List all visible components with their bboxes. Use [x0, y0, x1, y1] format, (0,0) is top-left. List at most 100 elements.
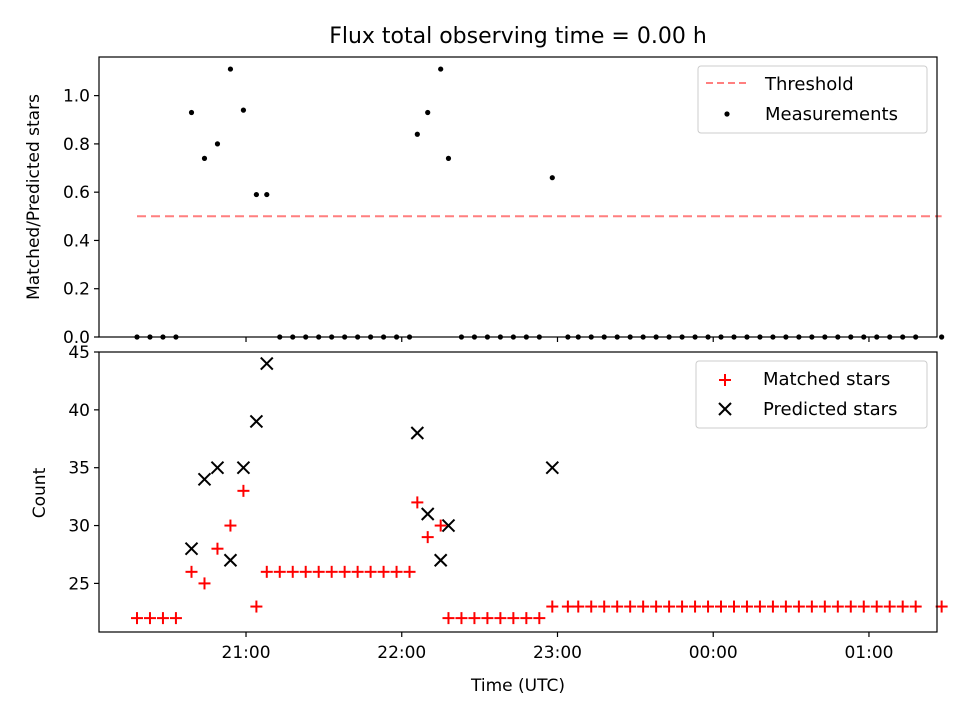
measurements-legend-marker — [724, 111, 730, 117]
matched-star-point — [224, 519, 237, 532]
top-y-tick-label: 0.0 — [63, 328, 90, 348]
threshold-legend-label: Threshold — [764, 74, 854, 95]
matched-star-point — [702, 600, 715, 613]
matched-star-point — [572, 600, 585, 613]
matched-star-point — [844, 600, 857, 613]
matched-legend-label: Matched stars — [763, 369, 890, 390]
matched-star-point — [455, 612, 468, 625]
predicted-legend-marker — [718, 402, 732, 416]
predicted-x-b — [260, 356, 274, 371]
matched-star-point — [494, 612, 507, 625]
matched-star-point — [611, 600, 624, 613]
measurement-point — [227, 66, 234, 72]
matched-star-point — [650, 600, 663, 613]
measurement-point — [414, 131, 420, 137]
matched-star-point — [338, 565, 351, 578]
matched-star-point — [312, 565, 325, 578]
measurement-point — [253, 191, 259, 198]
matched-star-point — [818, 600, 831, 613]
matched-star-point — [715, 600, 728, 613]
predicted-x-b — [421, 507, 435, 521]
bottom-axes-frame — [98, 351, 938, 633]
matched-star-point — [421, 531, 434, 544]
measurement-point — [240, 107, 247, 113]
bottom-y-axis-label: Count — [30, 467, 50, 518]
predicted-x-b — [210, 460, 225, 475]
matched-star-point — [689, 600, 702, 613]
matched-legend-marker — [719, 374, 731, 386]
matched-star-point — [481, 612, 494, 625]
matched-star-point — [792, 600, 805, 613]
matched-star-point — [198, 577, 211, 590]
matched-star-point — [766, 600, 779, 613]
measurement-point — [188, 109, 195, 116]
top-y-tick-label: 1.0 — [63, 87, 90, 107]
predicted-x-b — [410, 426, 425, 440]
matched-star-point — [520, 612, 533, 625]
predicted-star-point — [545, 460, 560, 475]
predicted-star-point — [236, 460, 251, 475]
predicted-x-b — [236, 460, 251, 475]
measurement-point — [425, 109, 431, 116]
matched-star-point — [237, 484, 250, 497]
matched-star-point — [585, 600, 598, 613]
measurement-point — [264, 191, 270, 198]
predicted-x-b — [184, 541, 199, 556]
matched-star-point — [411, 496, 424, 509]
matched-star-point — [442, 612, 455, 625]
bottom-y-tick-label: 25 — [68, 574, 90, 594]
matched-star-point — [831, 600, 844, 613]
matched-star-point — [351, 565, 364, 578]
top-legend-box — [697, 65, 928, 134]
measurement-point — [214, 141, 221, 147]
matched-star-point — [805, 600, 818, 613]
matched-star-point — [434, 519, 447, 532]
matched-star-point — [624, 600, 637, 613]
matched-star-point — [870, 600, 883, 613]
matched-star-point — [533, 612, 546, 625]
matched-star-point — [507, 612, 520, 625]
matched-star-point — [325, 565, 338, 578]
top-axes-frame — [98, 56, 938, 338]
matched-star-point — [273, 565, 286, 578]
bottom-legend: Matched stars Predicted stars — [695, 360, 928, 429]
predicted-star-point — [249, 414, 264, 429]
bottom-y-tick-label: 45 — [68, 343, 90, 363]
matched-star-point — [403, 565, 416, 578]
measurement-point — [438, 66, 444, 72]
matched-star-point — [299, 565, 312, 578]
measurement-point — [201, 155, 208, 161]
bottom-x-axis-label: Time (UTC) — [470, 676, 565, 696]
predicted-star-point — [410, 426, 425, 440]
measurement-point — [445, 155, 452, 161]
predicted-x-b — [249, 414, 264, 429]
bottom-y-tick-label: 35 — [68, 459, 90, 479]
measurements-legend-label: Measurements — [765, 104, 898, 125]
matched-star-point — [211, 542, 224, 555]
top-y-tick-label: 0.8 — [63, 135, 90, 155]
matched-star-point — [663, 600, 676, 613]
matched-star-point — [740, 600, 753, 613]
matched-star-point — [131, 612, 143, 625]
matched-star-point — [935, 600, 948, 613]
bottom-plot-area: 25 30 35 40 45 21:00 22:00 23:00 00:00 01:00 — [68, 343, 948, 663]
matched-star-point — [753, 600, 766, 613]
bottom-y-tick-label: 40 — [68, 401, 90, 421]
bottom-x-tick-label: 01:00 — [844, 643, 893, 663]
matched-star-point — [377, 565, 390, 578]
predicted-star-point — [260, 356, 274, 371]
matched-star-point — [286, 565, 299, 578]
matched-star-point — [185, 565, 198, 578]
matched-star-point — [250, 600, 263, 613]
predicted-star-point — [421, 507, 435, 521]
predicted-x-b — [223, 553, 238, 567]
top-y-tick-label: 0.4 — [63, 231, 90, 251]
matched-star-point — [676, 600, 689, 613]
measurement-point — [939, 334, 945, 340]
matched-star-point — [637, 600, 650, 613]
bottom-y-tick-label: 30 — [68, 517, 90, 537]
predicted-star-point — [184, 541, 199, 556]
predicted-star-point — [433, 553, 448, 567]
predicted-star-point — [223, 553, 238, 567]
